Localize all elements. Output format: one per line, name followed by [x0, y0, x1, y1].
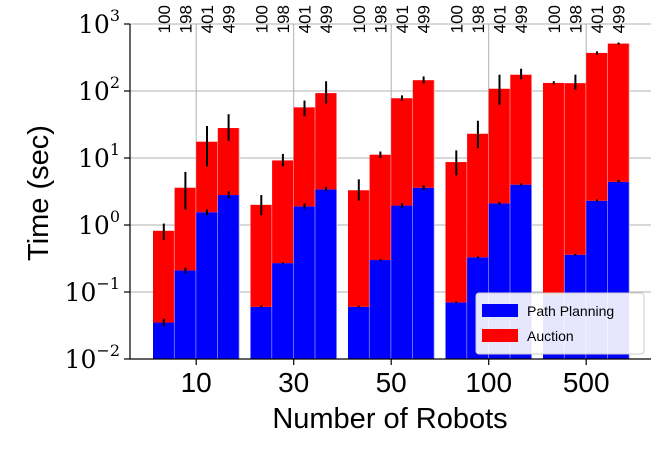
bar-auction	[607, 43, 630, 182]
bar-sub-label: 499	[220, 5, 239, 33]
axes	[129, 24, 651, 360]
bar-auction	[412, 80, 435, 188]
x-tick-label: 50	[376, 367, 407, 398]
bar-sub-label: 198	[469, 5, 488, 33]
y-tick-label: 102	[78, 73, 120, 106]
bar-sub-label: 100	[155, 5, 174, 33]
legend-label-path-planning: Path Planning	[527, 303, 614, 319]
bar-sub-label: 499	[317, 5, 336, 33]
bar-path-planning	[391, 205, 413, 359]
bar-auction	[510, 74, 532, 185]
bar-auction	[488, 88, 511, 204]
x-axis-label: Number of Robots	[272, 403, 507, 435]
bar-sub-label: 100	[350, 5, 369, 33]
bar-auction	[196, 141, 218, 213]
x-tick-label: 100	[465, 367, 512, 398]
x-tick-label: 10	[181, 367, 212, 398]
y-tick-label: 10−1	[65, 274, 120, 307]
bar-auction	[293, 107, 316, 207]
bar-auction	[543, 82, 565, 296]
bar-auction	[250, 204, 273, 307]
bar-path-planning	[174, 270, 197, 359]
bar-auction	[391, 98, 413, 206]
bar-auction	[564, 83, 587, 255]
bar-sub-label: 401	[393, 5, 412, 33]
x-tick-label: 30	[278, 367, 309, 398]
y-tick-label: 100	[78, 207, 120, 240]
bar-auction	[272, 160, 294, 264]
bar-auction	[369, 154, 392, 261]
bar-sub-label: 401	[588, 5, 607, 33]
bar-path-planning	[369, 260, 392, 359]
bar-sub-label: 198	[274, 5, 293, 33]
y-axis-label: Time (sec)	[23, 125, 55, 261]
y-tick-label: 103	[78, 6, 120, 39]
sub-labels: 100 198 401 499 100 198 401 499 100 198 401 499 100 1…	[155, 5, 629, 33]
bar-path-planning	[272, 263, 294, 359]
bar-sub-label: 401	[296, 5, 315, 33]
legend-swatch-path-planning	[482, 304, 518, 317]
bar-sub-label: 198	[371, 5, 390, 33]
bar-path-planning	[196, 212, 218, 359]
bar-sub-label: 198	[566, 5, 585, 33]
bar-auction	[348, 190, 370, 307]
error-bars	[162, 42, 620, 327]
y-tick-label: 101	[78, 140, 120, 173]
legend-swatch-auction	[482, 329, 518, 342]
bar-sub-label: 401	[198, 5, 217, 33]
bar-sub-label: 401	[491, 5, 510, 33]
bar-sub-label: 100	[545, 5, 564, 33]
bar-path-planning	[412, 187, 435, 359]
bar-path-planning	[293, 206, 316, 359]
bar-path-planning	[153, 322, 175, 359]
bar-auction	[467, 133, 489, 258]
bar-path-planning	[217, 195, 240, 359]
y-ticks: 10−2 10−1 100 101 102 103	[65, 6, 130, 374]
bar-path-planning	[250, 306, 273, 359]
bar-path-planning	[315, 189, 337, 359]
bar-sub-label: 100	[252, 5, 271, 33]
legend: Path Planning Auction	[475, 292, 645, 355]
bar-path-planning	[445, 302, 468, 359]
bar-auction	[174, 187, 197, 271]
bar-auction	[586, 52, 608, 201]
bar-auction	[315, 93, 337, 190]
bar-auction	[445, 162, 468, 303]
bar-auction	[217, 128, 240, 196]
bar-sub-label: 100	[447, 5, 466, 33]
bar-sub-label: 499	[415, 5, 434, 33]
legend-label-auction: Auction	[527, 328, 574, 344]
x-tick-label: 500	[563, 367, 610, 398]
y-tick-label: 10−2	[65, 341, 120, 374]
bar-sub-label: 198	[176, 5, 195, 33]
bar-sub-label: 499	[512, 5, 531, 33]
bar-auction	[153, 230, 175, 323]
bar-path-planning	[348, 306, 370, 359]
bar-sub-label: 499	[610, 5, 629, 33]
x-ticks: 10 30 50 100 500	[181, 359, 610, 398]
